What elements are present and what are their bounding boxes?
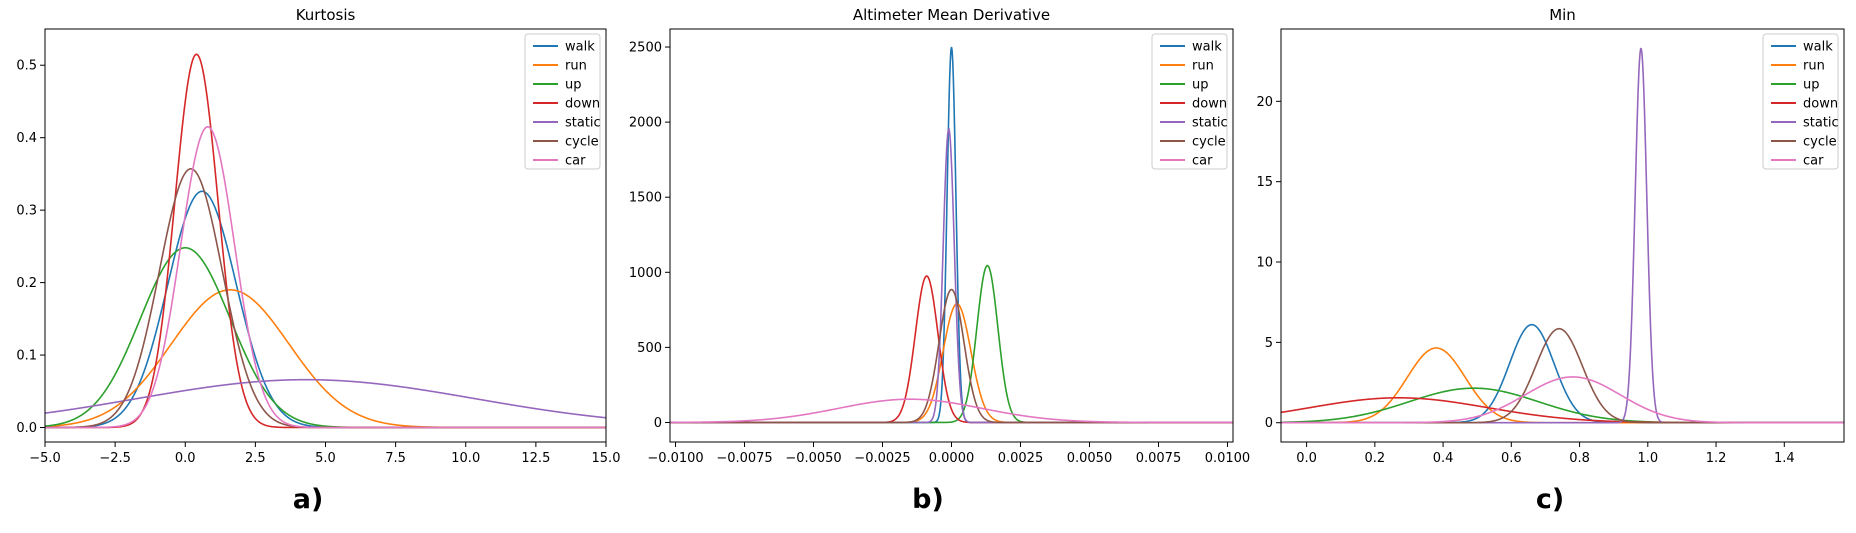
- series-line-car: [45, 126, 606, 429]
- series-line-static: [45, 378, 606, 419]
- series-line-down: [45, 53, 606, 429]
- axes-frame: [44, 28, 607, 443]
- legend-label-run: run: [1192, 59, 1214, 74]
- x-tick-label: 1.0: [1637, 451, 1658, 466]
- legend-label-cycle: cycle: [565, 135, 599, 150]
- chart-panel-1: Kurtosis −5.0 −2.5 0.0 2.5 5.0 7.5 10.0 12.5 15.0…: [16, 6, 620, 515]
- series-line-cycle: [45, 168, 606, 429]
- subfigure-label: b): [912, 484, 944, 515]
- series-line-car: [1281, 376, 1844, 424]
- chart-panel-2: Altimeter Mean Derivative−0.0100 −0.0075−…: [629, 6, 1250, 515]
- y-tick-label: 0.4: [16, 131, 37, 146]
- chart-title: Kurtosis: [296, 6, 356, 24]
- series-line-run: [670, 303, 1233, 424]
- legend-label-static: static: [565, 116, 601, 131]
- x-tick-label: −0.0100: [647, 451, 703, 466]
- x-tick-label: 0.0100: [1205, 451, 1251, 466]
- x-tick-label: −2.5: [99, 451, 131, 466]
- legend: walk run up down static cycle car: [1151, 33, 1228, 170]
- subfigure-label: a): [293, 484, 324, 515]
- y-tick-label: 0.1: [16, 349, 37, 364]
- x-tick-label: −5.0: [29, 451, 61, 466]
- x-tick-label: −0.0075: [716, 451, 772, 466]
- series-line-walk: [1281, 323, 1844, 424]
- series-line-down: [670, 275, 1233, 424]
- x-tick-label: 12.5: [521, 451, 550, 466]
- y-tick-label: 0: [654, 416, 662, 431]
- series-line-static: [1281, 47, 1844, 424]
- legend-label-car: car: [1192, 154, 1213, 169]
- series-group: [1281, 47, 1844, 424]
- x-tick-label: 0.0075: [1136, 451, 1182, 466]
- legend-box: [1762, 33, 1839, 170]
- x-tick-label: 0.4: [1433, 451, 1454, 466]
- legend-box: [1151, 33, 1228, 170]
- y-tick-label: 2000: [629, 116, 662, 131]
- legend: walk run up down static cycle car: [524, 33, 601, 170]
- legend-label-run: run: [565, 59, 587, 74]
- x-tick-label: −0.0025: [854, 451, 910, 466]
- series-line-walk: [45, 190, 606, 429]
- y-tick-label: 5: [1265, 336, 1273, 351]
- legend-label-up: up: [1192, 78, 1209, 93]
- series-line-walk: [670, 46, 1233, 424]
- legend-label-walk: walk: [1803, 40, 1833, 55]
- legend-label-up: up: [565, 78, 582, 93]
- legend-label-up: up: [1803, 78, 1820, 93]
- x-tick-label: 0.0000: [929, 451, 975, 466]
- series-group: [670, 46, 1233, 424]
- x-tick-label: 0.0: [1296, 451, 1317, 466]
- y-tick-label: 0.0: [16, 421, 37, 436]
- legend-label-down: down: [1803, 97, 1838, 112]
- subfigure-label: c): [1536, 484, 1564, 515]
- axes-frame: [1280, 28, 1845, 443]
- legend-label-down: down: [565, 97, 600, 112]
- y-tick-label: 1000: [629, 266, 662, 281]
- x-tick-label: 2.5: [245, 451, 266, 466]
- chart-panel-3: Min 0.0 0.2 0.4 0.6 0.8 1.0 1.2 1.4 0 5 10 15 20 walk r…: [1256, 6, 1845, 515]
- y-tick-label: 0.2: [16, 276, 37, 291]
- legend-label-static: static: [1803, 116, 1839, 131]
- y-tick-label: 10: [1256, 256, 1273, 271]
- y-tick-label: 2500: [629, 41, 662, 56]
- legend-label-run: run: [1803, 59, 1825, 74]
- legend-label-cycle: cycle: [1192, 135, 1226, 150]
- y-tick-label: 0.3: [16, 204, 37, 219]
- series-line-car: [670, 398, 1233, 424]
- legend-label-walk: walk: [1192, 40, 1222, 55]
- x-tick-label: 0.2: [1364, 451, 1385, 466]
- legend-label-down: down: [1192, 97, 1227, 112]
- y-tick-label: 15: [1256, 175, 1273, 190]
- legend-label-car: car: [565, 154, 586, 169]
- x-tick-label: 15.0: [592, 451, 621, 466]
- x-tick-label: 0.6: [1501, 451, 1522, 466]
- x-tick-label: 0.0050: [1067, 451, 1113, 466]
- y-tick-label: 0: [1265, 416, 1273, 431]
- series-group: [45, 53, 606, 429]
- y-tick-label: 1500: [629, 191, 662, 206]
- chart-title: Min: [1549, 6, 1576, 24]
- legend-label-cycle: cycle: [1803, 135, 1837, 150]
- x-tick-label: −0.0050: [785, 451, 841, 466]
- axes-frame: [669, 28, 1234, 443]
- legend-label-walk: walk: [565, 40, 595, 55]
- legend-label-car: car: [1803, 154, 1824, 169]
- x-tick-label: 0.0025: [998, 451, 1044, 466]
- y-tick-label: 0.5: [16, 59, 37, 74]
- x-tick-label: 10.0: [451, 451, 480, 466]
- x-tick-label: 0.8: [1569, 451, 1590, 466]
- legend: walk run up down static cycle car: [1762, 33, 1839, 170]
- series-line-static: [670, 127, 1233, 424]
- legend-box: [524, 33, 601, 170]
- y-tick-label: 500: [637, 341, 662, 356]
- x-tick-label: 7.5: [385, 451, 406, 466]
- legend-label-static: static: [1192, 116, 1228, 131]
- chart-title: Altimeter Mean Derivative: [853, 6, 1050, 24]
- x-tick-label: 1.2: [1706, 451, 1727, 466]
- x-tick-label: 0.0: [175, 451, 196, 466]
- x-tick-label: 1.4: [1774, 451, 1795, 466]
- x-tick-label: 5.0: [315, 451, 336, 466]
- y-tick-label: 20: [1256, 95, 1273, 110]
